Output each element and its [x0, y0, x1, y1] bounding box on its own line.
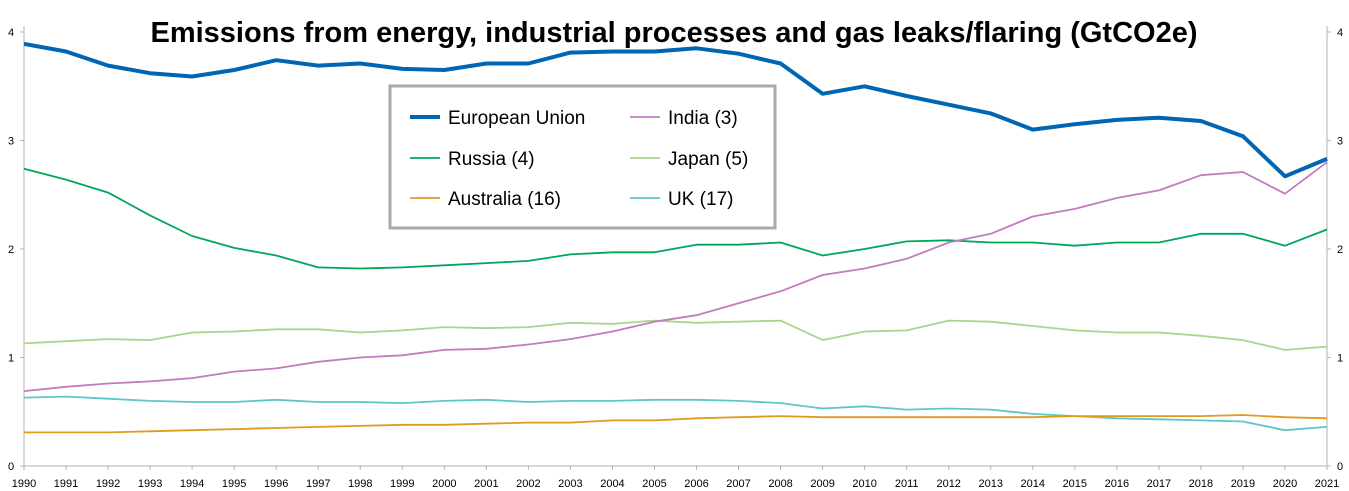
y-tick-label-right: 2	[1337, 244, 1343, 256]
chart-title: Emissions from energy, industrial proces…	[150, 17, 1197, 49]
x-tick-label: 2019	[1231, 478, 1255, 490]
series-line-uk	[23, 395, 1328, 432]
x-tick-label: 1992	[96, 478, 120, 490]
axes: 0 0 1 1 2 2 3 3 4 4 1990 1991 1992 1993 1994 1995 1996 19…	[8, 26, 1343, 490]
series-line-japan	[23, 319, 1328, 351]
x-tick-label: 2008	[768, 478, 792, 490]
x-tick-label: 1990	[12, 478, 36, 490]
series-line-russia	[23, 167, 1328, 270]
x-tick-label: 1996	[264, 478, 288, 490]
y-tick-label: 2	[8, 244, 14, 256]
y-tick-label-right: 4	[1337, 27, 1343, 39]
x-tick-label: 2005	[642, 478, 666, 490]
y-tick-label: 3	[8, 136, 14, 148]
x-tick-label: 2021	[1315, 478, 1339, 490]
x-tick-label: 2010	[852, 478, 876, 490]
x-tick-label: 1991	[54, 478, 78, 490]
y-tick-label: 0	[8, 461, 14, 473]
legend-label: European Union	[448, 108, 585, 129]
x-tick-label: 2006	[684, 478, 708, 490]
y-tick-label: 1	[8, 353, 14, 365]
legend-label: India (3)	[668, 108, 738, 129]
legend-label: Russia (4)	[448, 149, 535, 170]
x-tick-label: 2014	[1021, 478, 1045, 490]
y-tick-label: 4	[8, 27, 14, 39]
y-tick-label-right: 0	[1337, 461, 1343, 473]
x-tick-label: 2013	[978, 478, 1002, 490]
x-tick-label: 1993	[138, 478, 162, 490]
series-lines	[23, 41, 1328, 434]
x-tick-label: 2017	[1147, 478, 1171, 490]
x-tick-label: 2002	[516, 478, 540, 490]
x-tick-label: 2015	[1063, 478, 1087, 490]
legend: European Union India (3) Russia (4) Japan (…	[388, 84, 777, 230]
x-tick-label: 2020	[1273, 478, 1297, 490]
series-line-european-union	[23, 41, 1328, 179]
x-tick-label: 2007	[726, 478, 750, 490]
x-tick-label: 2011	[895, 478, 919, 490]
x-tick-label: 2004	[600, 478, 624, 490]
x-tick-label: 2012	[936, 478, 960, 490]
x-tick-label: 1998	[348, 478, 372, 490]
legend-label: Australia (16)	[448, 189, 561, 210]
x-tick-label: 2009	[810, 478, 834, 490]
y-tick-label-right: 3	[1337, 136, 1343, 148]
series-line-australia	[24, 414, 1328, 434]
x-tick-label: 2016	[1105, 478, 1129, 490]
x-tick-label: 1997	[306, 478, 330, 490]
x-tick-label: 2018	[1189, 478, 1213, 490]
x-tick-label: 1995	[222, 478, 246, 490]
series-line-india	[23, 161, 1328, 392]
x-tick-label: 2001	[474, 478, 498, 490]
x-tick-label: 2003	[558, 478, 582, 490]
legend-label: UK (17)	[668, 189, 733, 210]
x-tick-label: 1999	[390, 478, 414, 490]
y-tick-label-right: 1	[1337, 353, 1343, 365]
x-tick-label: 2000	[432, 478, 456, 490]
x-tick-label: 1994	[180, 478, 204, 490]
legend-label: Japan (5)	[668, 149, 748, 170]
legend-box	[388, 84, 777, 230]
